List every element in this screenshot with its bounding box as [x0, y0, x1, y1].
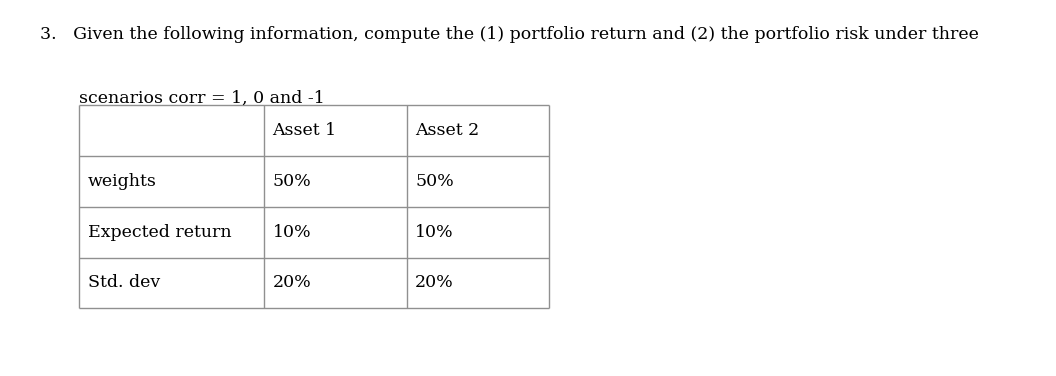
Text: Std. dev: Std. dev	[88, 274, 159, 291]
Text: 50%: 50%	[415, 173, 454, 190]
Text: 50%: 50%	[272, 173, 312, 190]
Text: 3.   Given the following information, compute the (1) portfolio return and (2) t: 3. Given the following information, comp…	[40, 26, 979, 43]
Text: Asset 1: Asset 1	[272, 122, 337, 139]
Text: 20%: 20%	[415, 274, 454, 291]
Text: 10%: 10%	[272, 224, 312, 241]
Text: 10%: 10%	[415, 224, 454, 241]
Text: 20%: 20%	[272, 274, 312, 291]
Text: weights: weights	[88, 173, 156, 190]
Text: scenarios corr = 1, 0 and -1: scenarios corr = 1, 0 and -1	[79, 90, 325, 107]
Text: Expected return: Expected return	[88, 224, 231, 241]
Text: Asset 2: Asset 2	[415, 122, 479, 139]
